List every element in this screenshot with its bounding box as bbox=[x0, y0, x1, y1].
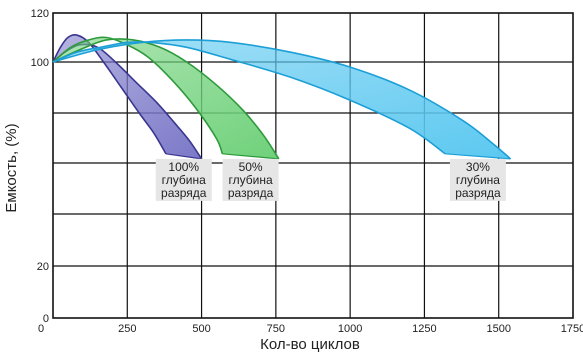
series-upper-edge bbox=[52, 40, 446, 155]
y-tick-label: 0 bbox=[43, 313, 49, 325]
series-end-cap bbox=[222, 153, 279, 160]
series-label-line: разряда bbox=[161, 186, 207, 200]
series-label-line: 30% bbox=[466, 160, 490, 174]
series-label-box bbox=[449, 158, 506, 201]
x-tick-label: 750 bbox=[267, 323, 285, 335]
series-lower-edge bbox=[52, 39, 512, 160]
series-band bbox=[53, 39, 511, 159]
series-label-line: глубина bbox=[229, 173, 273, 187]
series-upper-edge bbox=[52, 36, 224, 155]
series-lower-edge bbox=[52, 38, 280, 160]
series-bands bbox=[52, 34, 512, 160]
series-label-line: глубина bbox=[456, 173, 500, 187]
series-end-cap bbox=[445, 153, 511, 160]
y-axis-title: Емкость, (%) bbox=[3, 123, 20, 212]
plot-frame bbox=[52, 12, 574, 319]
x-tick-label: 1500 bbox=[486, 323, 510, 335]
series-label-box bbox=[155, 158, 212, 201]
series-band bbox=[53, 34, 202, 159]
y-tick-label: 100 bbox=[31, 57, 49, 69]
series-label-box bbox=[222, 158, 279, 201]
series-end-cap bbox=[165, 153, 202, 160]
series-label-line: разряда bbox=[455, 186, 501, 200]
x-tick-label: 1000 bbox=[338, 323, 362, 335]
x-axis-title: Кол-во циклов bbox=[260, 336, 360, 353]
y-tick-label: 20 bbox=[37, 261, 49, 273]
x-tick-label: 250 bbox=[118, 323, 136, 335]
x-tick-label: 1250 bbox=[412, 323, 436, 335]
series-upper-edge bbox=[52, 34, 167, 155]
x-tick-label: 0 bbox=[38, 323, 44, 335]
x-tick-label: 1750 bbox=[561, 323, 583, 335]
series-label-line: разряда bbox=[228, 186, 274, 200]
series-label-line: 100% bbox=[168, 160, 199, 174]
y-tick-label: 120 bbox=[31, 8, 49, 20]
series-label-line: 50% bbox=[239, 160, 263, 174]
series-label-line: глубина bbox=[162, 173, 206, 187]
tick-labels: 0 250 500 750 1000 1250 1500 1750 0 20 100 120 bbox=[31, 8, 583, 335]
x-tick-label: 500 bbox=[192, 323, 210, 335]
series-labels: 100%глубинаразряда50%глубинаразряда30%гл… bbox=[155, 158, 506, 201]
series-band bbox=[53, 37, 279, 159]
